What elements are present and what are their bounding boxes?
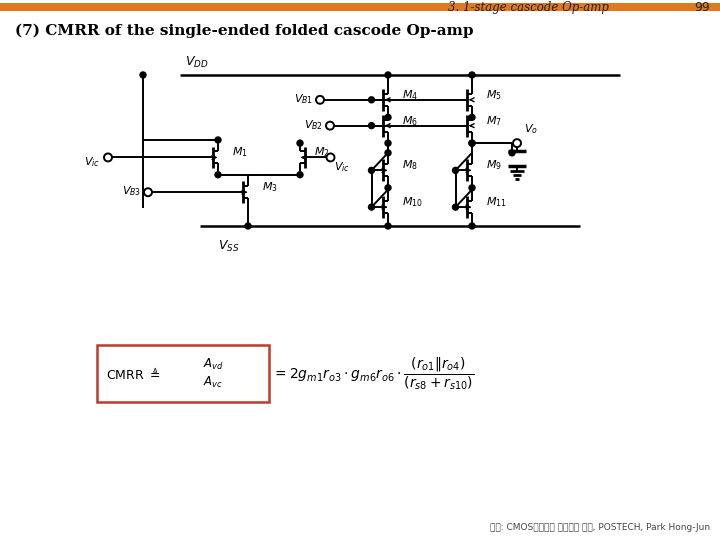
Text: $M_9$: $M_9$ <box>486 158 502 172</box>
Circle shape <box>385 150 391 156</box>
Text: $M_{10}$: $M_{10}$ <box>402 195 423 209</box>
Circle shape <box>215 137 221 143</box>
Text: $M_6$: $M_6$ <box>402 114 418 127</box>
Circle shape <box>452 204 459 210</box>
Circle shape <box>385 140 391 146</box>
Circle shape <box>369 97 374 103</box>
Text: 참조: CMOS아날로그 집적회로 설계, POSTECH, Park Hong-Jun: 참조: CMOS아날로그 집적회로 설계, POSTECH, Park Hong… <box>490 523 710 532</box>
Circle shape <box>369 204 374 210</box>
Bar <box>0 3 720 11</box>
Text: $A_{vd}$: $A_{vd}$ <box>202 357 223 372</box>
Circle shape <box>245 223 251 229</box>
Text: $V_{B2}$: $V_{B2}$ <box>304 118 323 132</box>
Text: $V_{ic}$: $V_{ic}$ <box>84 156 100 170</box>
Text: $M_5$: $M_5$ <box>486 88 502 102</box>
FancyBboxPatch shape <box>97 345 269 402</box>
Text: $V_{DD}$: $V_{DD}$ <box>185 55 209 70</box>
Text: 3. 1-stage cascode Op-amp: 3. 1-stage cascode Op-amp <box>448 1 609 14</box>
Text: $= 2g_{m1}r_{o3} \cdot g_{m6}r_{o6} \cdot \dfrac{(r_{o1}\|r_{o4})}{(r_{s8}+r_{s1: $= 2g_{m1}r_{o3} \cdot g_{m6}r_{o6} \cdo… <box>272 355 474 392</box>
Circle shape <box>509 150 515 156</box>
Text: $M_7$: $M_7$ <box>486 114 502 127</box>
Circle shape <box>469 185 475 191</box>
Circle shape <box>316 96 324 104</box>
Circle shape <box>385 72 391 78</box>
Text: $M_{11}$: $M_{11}$ <box>486 195 507 209</box>
Text: $M_1$: $M_1$ <box>232 146 248 159</box>
Text: $M_3$: $M_3$ <box>262 180 278 194</box>
Text: (7) CMRR of the single-ended folded cascode Op-amp: (7) CMRR of the single-ended folded casc… <box>15 24 474 38</box>
Text: $M_4$: $M_4$ <box>402 88 418 102</box>
Circle shape <box>469 72 475 78</box>
Circle shape <box>297 172 303 178</box>
Circle shape <box>104 153 112 161</box>
Text: $V_o$: $V_o$ <box>524 123 538 136</box>
Circle shape <box>385 223 391 229</box>
Text: $A_{vc}$: $A_{vc}$ <box>203 375 223 390</box>
Circle shape <box>513 139 521 147</box>
Text: $M_2$: $M_2$ <box>314 146 330 159</box>
Circle shape <box>385 114 391 120</box>
Circle shape <box>297 140 303 146</box>
Text: $V_{B3}$: $V_{B3}$ <box>122 184 141 198</box>
Text: $V_{B1}$: $V_{B1}$ <box>294 92 313 106</box>
Circle shape <box>140 72 146 78</box>
Circle shape <box>452 167 459 173</box>
Text: 99: 99 <box>694 1 710 14</box>
Text: $V_{ic}$: $V_{ic}$ <box>333 160 349 174</box>
Circle shape <box>144 188 152 196</box>
Circle shape <box>326 153 335 161</box>
Text: $V_{SS}$: $V_{SS}$ <box>218 239 239 254</box>
Text: $M_8$: $M_8$ <box>402 158 418 172</box>
Circle shape <box>326 122 334 130</box>
Text: $\mathrm{CMRR}\ \triangleq$: $\mathrm{CMRR}\ \triangleq$ <box>106 366 161 382</box>
Circle shape <box>469 140 475 146</box>
Circle shape <box>469 140 475 146</box>
Circle shape <box>469 223 475 229</box>
Circle shape <box>369 123 374 129</box>
Circle shape <box>369 167 374 173</box>
Circle shape <box>215 172 221 178</box>
Circle shape <box>385 185 391 191</box>
Circle shape <box>469 114 475 120</box>
